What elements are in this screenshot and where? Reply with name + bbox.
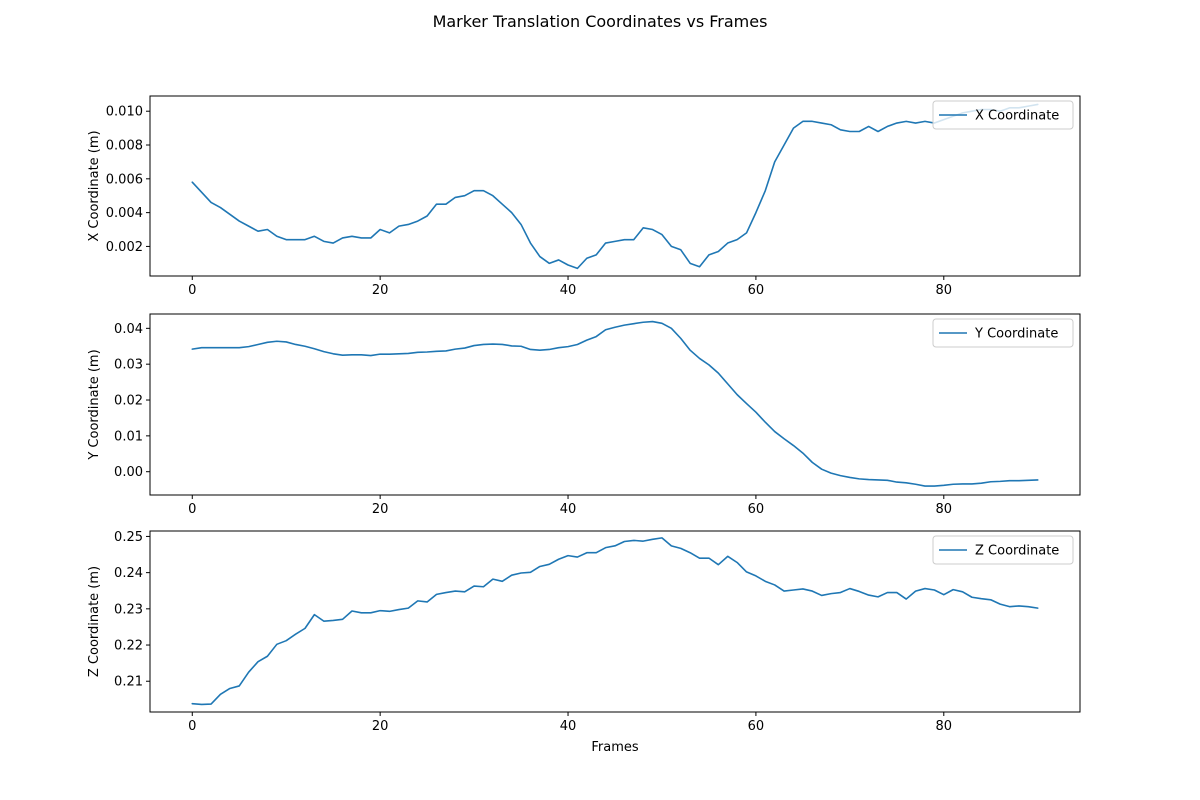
x-tick-label: 40 xyxy=(560,283,577,298)
y-axis-label: Y Coordinate (m) xyxy=(87,349,102,460)
legend: Y Coordinate xyxy=(932,318,1074,348)
axes-frame xyxy=(149,313,1081,496)
x-tick-label: 60 xyxy=(748,719,765,734)
y-tick-label: 0.008 xyxy=(106,139,143,154)
x-tick-label: 0 xyxy=(188,283,196,298)
y-tick-label: 0.00 xyxy=(114,465,143,480)
legend-box xyxy=(932,318,1074,348)
y-tick-label: 0.010 xyxy=(106,105,143,120)
subplot-2: 0 20 40 60 80 0.00 0.01 0.02 0.03 0.04 Y Coordinat… xyxy=(87,313,1081,517)
legend: Z Coordinate xyxy=(932,535,1074,565)
x-tick-label: 20 xyxy=(372,502,389,517)
legend-box xyxy=(932,100,1074,130)
y-tick-label: 0.004 xyxy=(106,206,143,221)
y-tick-label: 0.24 xyxy=(114,566,143,581)
y-axis-label: X Coordinate (m) xyxy=(87,130,102,241)
x-tick-label: 0 xyxy=(188,719,196,734)
axes-frame xyxy=(149,530,1081,713)
y-tick-label: 0.25 xyxy=(114,530,143,545)
y-tick-label: 0.006 xyxy=(106,172,143,187)
x-tick-label: 60 xyxy=(748,502,765,517)
x-tick-label: 20 xyxy=(372,719,389,734)
y-tick-label: 0.01 xyxy=(114,429,143,444)
legend: X Coordinate xyxy=(932,100,1074,130)
legend-label: Z Coordinate xyxy=(975,544,1059,559)
legend-box xyxy=(932,535,1074,565)
legend-label: X Coordinate xyxy=(975,109,1059,124)
series-line-3-1 xyxy=(191,537,1039,706)
y-tick-label: 0.04 xyxy=(114,322,143,337)
y-tick-label: 0.21 xyxy=(114,675,143,690)
x-tick-label: 80 xyxy=(936,719,953,734)
y-tick-label: 0.002 xyxy=(106,240,143,255)
y-tick-label: 0.03 xyxy=(114,358,143,373)
subplot-3: 0 20 40 60 80 0.21 0.22 0.23 0.24 0.25 Z Coordinat… xyxy=(87,530,1081,755)
x-tick-label: 80 xyxy=(936,502,953,517)
x-tick-label: 40 xyxy=(560,719,577,734)
y-tick-label: 0.23 xyxy=(114,602,143,617)
x-tick-label: 20 xyxy=(372,283,389,298)
series-line-1-1 xyxy=(191,103,1039,270)
figure-title: Marker Translation Coordinates vs Frames xyxy=(432,12,768,31)
y-axis-label: Z Coordinate (m) xyxy=(87,566,102,677)
legend-label: Y Coordinate xyxy=(974,327,1058,342)
x-axis-label: Frames xyxy=(591,740,639,755)
axes-frame xyxy=(149,95,1081,277)
series-line-2-1 xyxy=(191,320,1039,487)
x-tick-label: 60 xyxy=(748,283,765,298)
x-tick-label: 0 xyxy=(188,502,196,517)
x-tick-label: 40 xyxy=(560,502,577,517)
x-tick-label: 80 xyxy=(936,283,953,298)
y-tick-label: 0.02 xyxy=(114,394,143,409)
y-tick-label: 0.22 xyxy=(114,639,143,654)
subplot-1: 0 20 40 60 80 0.002 0.004 0.006 0.008 0.010 X Coor… xyxy=(87,95,1081,298)
